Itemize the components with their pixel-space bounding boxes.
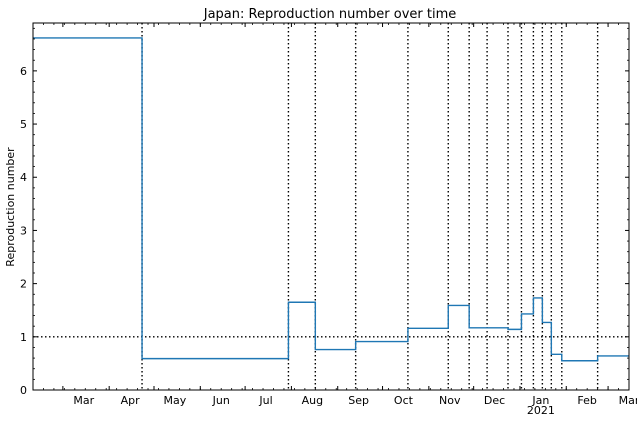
- x-tick-label-10: Dec: [484, 394, 505, 407]
- x-tick-label-4: Jun: [212, 394, 230, 407]
- x-tick-label-9: Nov: [439, 394, 461, 407]
- y-tick-label-3: 3: [20, 224, 27, 237]
- y-axis-label: Reproduction number: [4, 147, 17, 267]
- y-tick-label-2: 2: [20, 278, 27, 291]
- x-tick-label-5: Jul: [258, 394, 272, 407]
- series-line-1: [33, 37, 629, 362]
- y-tick-label-6: 6: [20, 65, 27, 78]
- x-tick-label-2: Apr: [121, 394, 141, 407]
- y-tick-label-0: 0: [20, 384, 27, 397]
- y-tick-label-5: 5: [20, 118, 27, 131]
- plot-frame: [32, 22, 630, 391]
- x-tick-label-1: Mar: [73, 394, 94, 407]
- x-tick-label-13: Mar: [619, 394, 637, 407]
- y-tick-label-1: 1: [20, 331, 27, 344]
- plot-area: 0 1 2 3 4 5 6 Mar Apr May Jun Jul Aug Sep Oct Nov Dec Jan…: [20, 22, 637, 417]
- x-tick-label-3: May: [164, 394, 187, 407]
- y-tick-label-4: 4: [20, 171, 27, 184]
- x-tick-label-11: Jan: [531, 394, 549, 407]
- x-tick-label-8: Oct: [394, 394, 414, 407]
- x-tick-label-12: Feb: [577, 394, 596, 407]
- x-tick-label-7: Sep: [348, 394, 369, 407]
- x-tick-label-6: Aug: [302, 394, 323, 407]
- x-year-label: 2021: [527, 404, 555, 417]
- chart-title: Japan: Reproduction number over time: [203, 7, 457, 22]
